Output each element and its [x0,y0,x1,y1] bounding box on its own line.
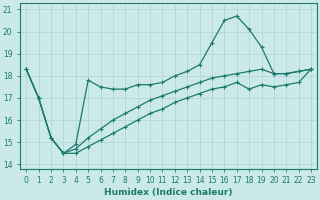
X-axis label: Humidex (Indice chaleur): Humidex (Indice chaleur) [104,188,233,197]
